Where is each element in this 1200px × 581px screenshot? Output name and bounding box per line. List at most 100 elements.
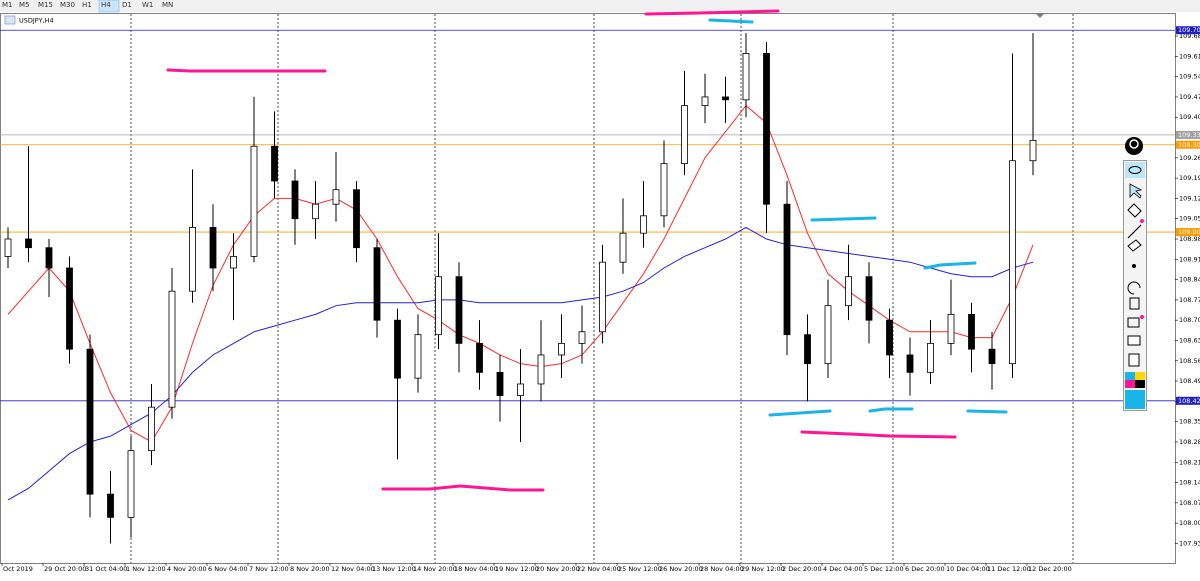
x-tick-label: 12 Nov 04:00 xyxy=(331,565,375,573)
tool-undo[interactable] xyxy=(1127,281,1141,295)
candle-body xyxy=(824,305,832,365)
price-level-tag xyxy=(1176,26,1200,35)
y-tick-label: 108.770 xyxy=(1179,296,1200,304)
moving-average xyxy=(7,226,1034,501)
color-dot xyxy=(1140,219,1144,223)
timeframe-toolbar xyxy=(0,0,1200,12)
tool-ruler[interactable] xyxy=(1127,239,1142,252)
candle-body xyxy=(701,96,709,107)
x-tick-label: 28 Nov 04:00 xyxy=(700,565,744,573)
price-level-label: 109.305 xyxy=(1178,141,1200,149)
candle-body xyxy=(435,276,442,336)
candle-body xyxy=(66,267,73,350)
swatch[interactable] xyxy=(1125,380,1135,388)
tool-eraser[interactable] xyxy=(1127,203,1142,218)
timeframe-button[interactable]: H1 xyxy=(82,1,92,9)
x-tick-label: 1 Nov 12:00 xyxy=(126,565,166,573)
x-tick-label: 7 Nov 12:00 xyxy=(249,565,289,573)
help-button[interactable] xyxy=(1125,137,1143,155)
y-tick-label: 109.470 xyxy=(1179,93,1200,101)
drawn-line xyxy=(166,68,327,73)
x-tick-label: 22 Nov 04:00 xyxy=(577,565,621,573)
chart-area xyxy=(0,13,1176,564)
y-tick-label: 109.260 xyxy=(1179,154,1200,162)
plot xyxy=(0,29,1175,544)
candle-body xyxy=(332,189,340,205)
x-tick-label: 10 Dec 04:00 xyxy=(946,565,990,573)
swatch[interactable] xyxy=(1125,372,1135,380)
eye-icon xyxy=(1128,166,1142,174)
x-tick-label: 8 Nov 20:00 xyxy=(290,565,330,573)
y-tick-label: 108.350 xyxy=(1179,418,1200,426)
candle-body xyxy=(517,383,524,396)
price-level-label: 109.700 xyxy=(1178,26,1200,34)
drawings xyxy=(166,9,1008,492)
x-tick-label: 25 Nov 12:00 xyxy=(618,565,662,573)
y-tick-label: 109.190 xyxy=(1179,174,1200,182)
swatch[interactable] xyxy=(1135,380,1145,388)
candle-body xyxy=(414,334,422,379)
candle-body xyxy=(271,145,278,182)
timeframe-button[interactable]: M30 xyxy=(60,1,75,9)
tool-trash[interactable] xyxy=(1129,297,1140,310)
candle-body xyxy=(722,96,729,101)
timeframe-button[interactable]: D1 xyxy=(122,1,132,9)
tool-line[interactable] xyxy=(1127,224,1142,239)
tool-dot[interactable] xyxy=(1132,264,1136,268)
x-tick-label: 20 Nov 20:00 xyxy=(536,565,580,573)
x-tick-label: 6 Dec 20:00 xyxy=(905,565,945,573)
price-level-tag xyxy=(1176,130,1200,139)
tool-eye[interactable] xyxy=(1125,162,1145,178)
timeframe-button[interactable]: M15 xyxy=(38,1,53,9)
y-tick-label: 108.000 xyxy=(1179,519,1200,527)
candle-body xyxy=(804,334,811,365)
drawn-line xyxy=(644,9,780,16)
y-tick-label: 109.680 xyxy=(1179,32,1200,40)
x-tick-label: 2 Dec 20:00 xyxy=(782,565,822,573)
candle-body xyxy=(107,493,114,518)
swatch[interactable] xyxy=(1135,372,1145,380)
swatch[interactable] xyxy=(1125,390,1145,409)
x-tick-label: 18 Nov 04:00 xyxy=(454,565,498,573)
y-tick-label: 108.280 xyxy=(1179,438,1200,446)
candle-body xyxy=(127,450,135,518)
tool-cursor[interactable] xyxy=(1129,183,1143,199)
y-tick-label: 108.910 xyxy=(1179,255,1200,263)
drawn-line xyxy=(966,409,1008,414)
candle-body xyxy=(1029,140,1037,162)
candle-body xyxy=(455,276,463,344)
drawn-line xyxy=(810,216,877,222)
y-tick-label: 108.490 xyxy=(1179,377,1200,385)
y-tick-label: 107.930 xyxy=(1179,539,1200,547)
candle-body xyxy=(968,313,975,350)
candle-body xyxy=(291,180,299,220)
candle-body xyxy=(619,232,627,263)
tool-list[interactable] xyxy=(1128,353,1140,367)
y-tick-label: 108.140 xyxy=(1179,479,1200,487)
candle-body xyxy=(189,227,196,292)
timeframe-button[interactable]: M5 xyxy=(19,1,30,9)
price-level-tag xyxy=(1176,228,1200,237)
x-tick-label: 26 Nov 20:00 xyxy=(659,565,703,573)
candle-body xyxy=(394,319,401,379)
tool-template[interactable] xyxy=(1127,317,1140,328)
candle-body xyxy=(865,276,873,321)
x-tick-label: 12 Dec 20:00 xyxy=(1028,565,1072,573)
candle-body xyxy=(230,255,237,269)
drawn-line xyxy=(381,484,545,492)
candle-body xyxy=(845,276,852,307)
drawing-toolbar xyxy=(1123,137,1147,411)
drawn-line xyxy=(708,18,754,24)
help-icon xyxy=(1129,139,1139,149)
timeframe-button[interactable]: W1 xyxy=(142,1,153,9)
y-tick-label: 109.120 xyxy=(1179,194,1200,202)
timeframe-button[interactable]: MN xyxy=(162,1,173,9)
timeframe-button[interactable]: M1 xyxy=(2,1,13,9)
x-tick-label: Oct 2019 xyxy=(3,565,33,573)
candle-body xyxy=(927,342,934,373)
timeframe-button[interactable]: H4 xyxy=(101,1,111,9)
drawn-line xyxy=(768,409,832,417)
x-tick-label: 19 Nov 12:00 xyxy=(495,565,539,573)
tool-screenshot[interactable] xyxy=(1127,335,1141,346)
x-tick-label: 31 Oct 04:00 xyxy=(85,565,127,573)
